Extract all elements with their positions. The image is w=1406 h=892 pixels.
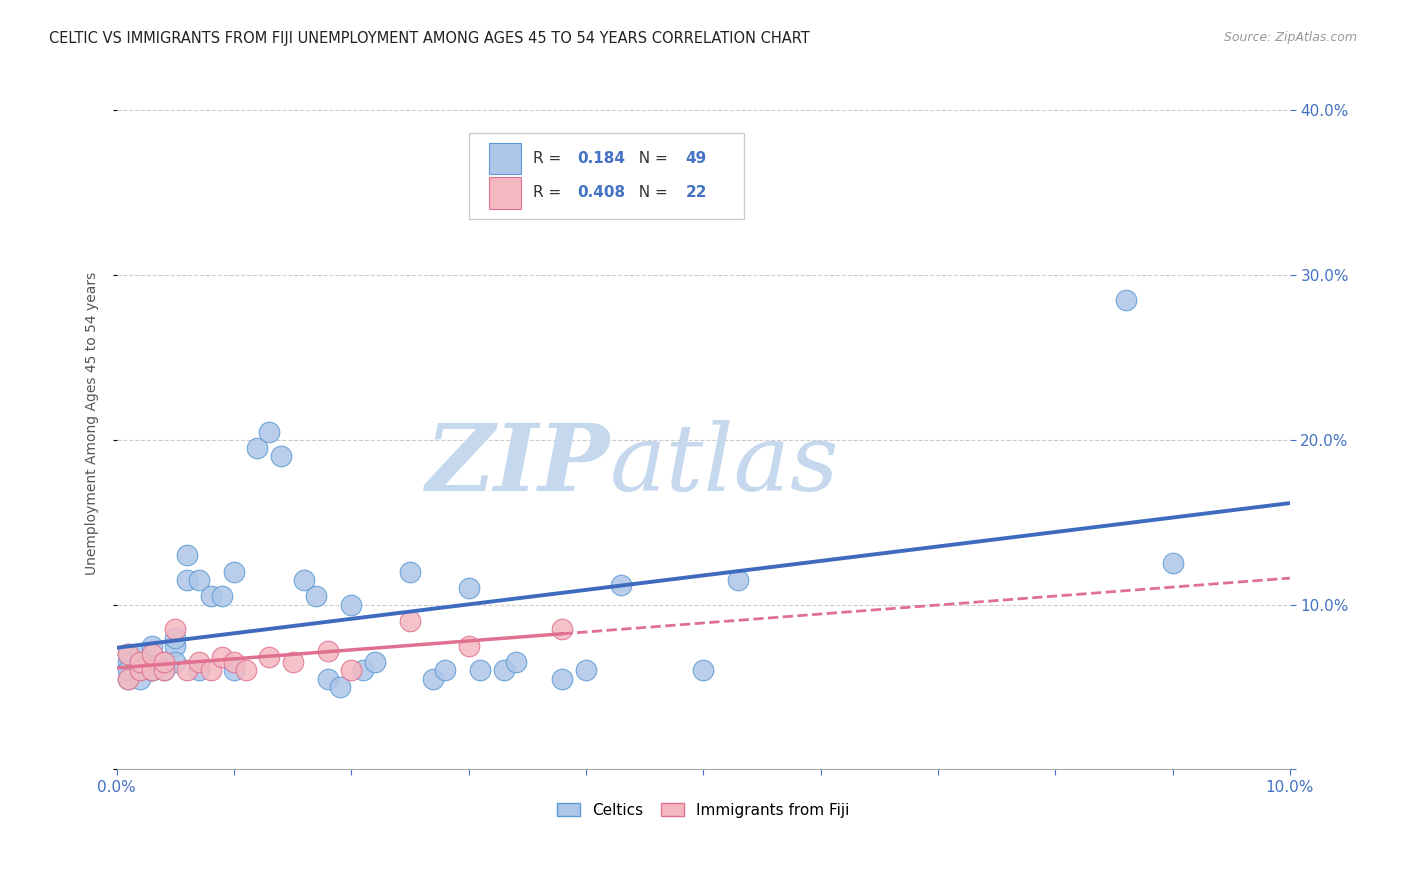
Point: [222, 664, 245, 678]
Point: [152, 655, 174, 669]
Point: [165, 639, 187, 653]
Point: [610, 578, 633, 592]
Point: [364, 655, 387, 669]
Point: [211, 650, 233, 665]
Point: [246, 441, 269, 455]
Text: R =: R =: [533, 186, 567, 201]
Point: [222, 565, 245, 579]
Legend: Celtics, Immigrants from Fiji: Celtics, Immigrants from Fiji: [551, 797, 856, 824]
Point: [505, 655, 527, 669]
Point: [329, 680, 352, 694]
Point: [551, 672, 574, 686]
Point: [141, 664, 163, 678]
Point: [152, 655, 174, 669]
Text: ZIP: ZIP: [425, 420, 609, 510]
Point: [457, 639, 479, 653]
Point: [176, 664, 198, 678]
Point: [692, 664, 714, 678]
Point: [129, 664, 152, 678]
Point: [117, 655, 139, 669]
Point: [340, 664, 363, 678]
Text: Source: ZipAtlas.com: Source: ZipAtlas.com: [1223, 31, 1357, 45]
Point: [281, 655, 304, 669]
Point: [165, 655, 187, 669]
Point: [187, 573, 209, 587]
Point: [352, 664, 374, 678]
Point: [165, 622, 187, 636]
Point: [129, 647, 152, 661]
Text: atlas: atlas: [609, 420, 839, 510]
Point: [117, 647, 139, 661]
Point: [1115, 293, 1137, 307]
Point: [492, 664, 515, 678]
Point: [187, 655, 209, 669]
Point: [152, 664, 174, 678]
Point: [399, 565, 422, 579]
Text: R =: R =: [533, 151, 567, 166]
Text: CELTIC VS IMMIGRANTS FROM FIJI UNEMPLOYMENT AMONG AGES 45 TO 54 YEARS CORRELATIO: CELTIC VS IMMIGRANTS FROM FIJI UNEMPLOYM…: [49, 31, 810, 46]
Text: 0.408: 0.408: [578, 186, 626, 201]
Point: [457, 581, 479, 595]
Point: [575, 664, 598, 678]
Point: [187, 664, 209, 678]
Point: [165, 631, 187, 645]
Point: [305, 590, 328, 604]
Point: [117, 672, 139, 686]
Text: 49: 49: [686, 151, 707, 166]
Point: [117, 664, 139, 678]
Point: [141, 655, 163, 669]
Point: [727, 573, 749, 587]
Point: [1161, 557, 1184, 571]
Point: [551, 622, 574, 636]
Point: [152, 664, 174, 678]
Point: [129, 672, 152, 686]
Point: [316, 643, 339, 657]
Point: [211, 590, 233, 604]
Point: [257, 650, 280, 665]
Point: [470, 664, 492, 678]
Text: 22: 22: [686, 186, 707, 201]
Text: 0.184: 0.184: [578, 151, 626, 166]
Point: [270, 450, 292, 464]
Point: [141, 664, 163, 678]
Point: [257, 425, 280, 439]
FancyBboxPatch shape: [488, 178, 522, 209]
Point: [235, 664, 257, 678]
Point: [141, 647, 163, 661]
Point: [200, 664, 222, 678]
Point: [141, 664, 163, 678]
Point: [434, 664, 457, 678]
Point: [422, 672, 444, 686]
Point: [316, 672, 339, 686]
Point: [200, 590, 222, 604]
Text: N =: N =: [630, 151, 673, 166]
Text: N =: N =: [630, 186, 673, 201]
Point: [292, 573, 315, 587]
Point: [176, 548, 198, 562]
Point: [222, 655, 245, 669]
FancyBboxPatch shape: [488, 143, 522, 174]
Point: [141, 639, 163, 653]
Y-axis label: Unemployment Among Ages 45 to 54 years: Unemployment Among Ages 45 to 54 years: [86, 272, 100, 575]
Point: [129, 655, 152, 669]
Point: [129, 664, 152, 678]
FancyBboxPatch shape: [468, 133, 744, 219]
Point: [399, 614, 422, 628]
Point: [117, 647, 139, 661]
Point: [129, 655, 152, 669]
Point: [340, 598, 363, 612]
Point: [176, 573, 198, 587]
Point: [117, 672, 139, 686]
